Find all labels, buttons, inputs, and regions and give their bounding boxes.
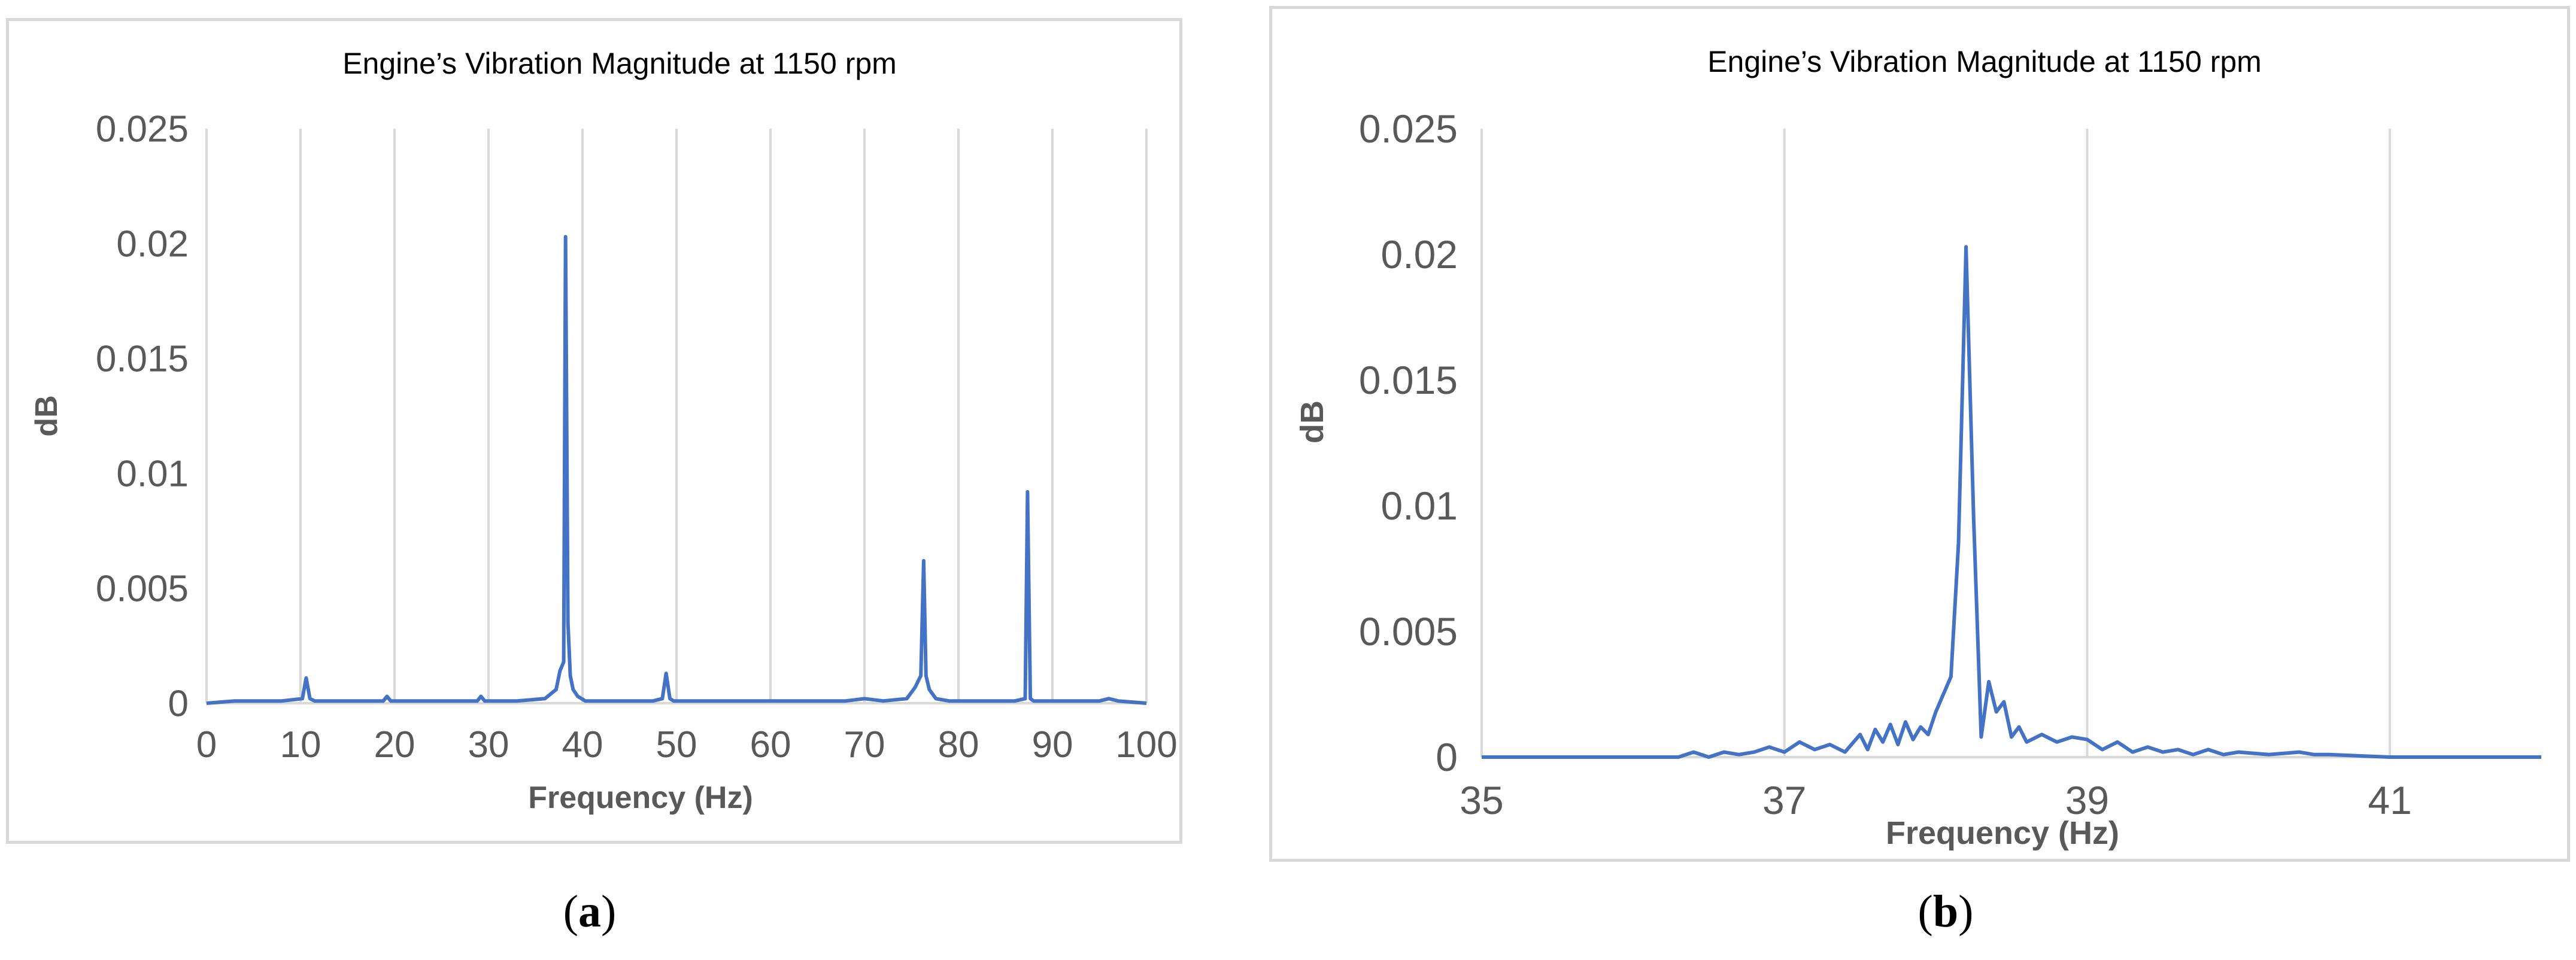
- chart-title: Engine’s Vibration Magnitude at 1150 rpm: [342, 47, 897, 80]
- chart-title: Engine’s Vibration Magnitude at 1150 rpm: [1707, 45, 2262, 78]
- chart-b-svg: Engine’s Vibration Magnitude at 1150 rpm…: [1294, 45, 2541, 851]
- x-tick-label: 30: [468, 724, 509, 765]
- caption-letter-a: a: [578, 886, 601, 937]
- y-tick-label: 0.01: [116, 454, 189, 495]
- x-tick-label: 90: [1032, 724, 1073, 765]
- y-tick-label: 0: [168, 683, 189, 725]
- x-tick-label: 100: [1115, 724, 1177, 765]
- y-axis-label: dB: [29, 395, 64, 436]
- x-axis-label: Frequency (Hz): [528, 780, 753, 815]
- x-tick-label: 0: [196, 724, 217, 765]
- y-tick-label: 0.02: [116, 224, 189, 265]
- y-tick-label: 0.01: [1381, 484, 1458, 528]
- x-tick-label: 35: [1460, 778, 1503, 822]
- y-tick-label: 0: [1436, 735, 1458, 779]
- x-tick-label: 39: [2065, 778, 2109, 822]
- caption-letter-b: b: [1932, 886, 1959, 937]
- y-tick-label: 0.015: [1359, 358, 1458, 402]
- x-tick-label: 10: [280, 724, 321, 765]
- y-tick-label: 0.02: [1381, 232, 1458, 277]
- y-tick-label: 0.025: [96, 109, 189, 150]
- caption-a: (a): [563, 886, 617, 937]
- series-line: [206, 235, 1147, 705]
- caption-b: (b): [1917, 886, 1974, 937]
- x-tick-label: 70: [844, 724, 885, 765]
- x-tick-label: 60: [750, 724, 791, 765]
- x-tick-label: 20: [374, 724, 415, 765]
- x-tick-label: 80: [938, 724, 979, 765]
- y-tick-label: 0.005: [1359, 609, 1458, 654]
- series-line: [1482, 245, 2541, 759]
- chart-panel-a: Engine’s Vibration Magnitude at 1150 rpm…: [6, 18, 1182, 844]
- x-tick-label: 41: [2368, 778, 2411, 822]
- y-axis-label: dB: [1294, 400, 1330, 443]
- y-tick-label: 0.025: [1359, 107, 1458, 151]
- chart-panel-b: Engine’s Vibration Magnitude at 1150 rpm…: [1269, 6, 2570, 862]
- x-tick-label: 37: [1762, 778, 1806, 822]
- x-tick-label: 40: [562, 724, 603, 765]
- y-tick-label: 0.005: [96, 569, 189, 610]
- y-tick-label: 0.015: [96, 339, 189, 380]
- x-tick-label: 50: [656, 724, 697, 765]
- x-axis-label: Frequency (Hz): [1886, 815, 2119, 851]
- chart-a-svg: Engine’s Vibration Magnitude at 1150 rpm…: [29, 47, 1178, 815]
